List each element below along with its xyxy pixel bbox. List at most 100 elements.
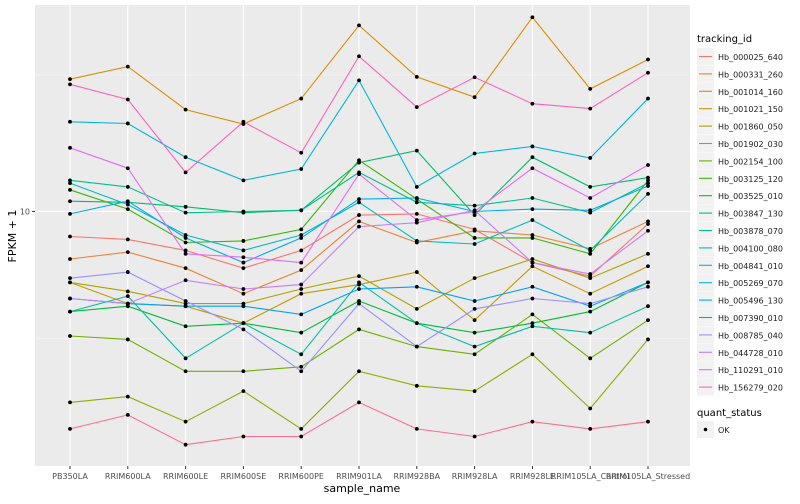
data-point-Hb_003847_130: [588, 185, 593, 189]
data-point-Hb_004841_010: [241, 248, 246, 253]
data-point-Hb_000000_000: [241, 434, 246, 439]
data-point-Hb_000331_260: [472, 228, 477, 233]
data-point-Hb_003878_070: [646, 181, 650, 186]
data-point-Hb_000025_640: [646, 222, 650, 226]
data-point-Hb_000331_260: [357, 219, 361, 224]
data-point-Hb_000000_000: [68, 426, 72, 431]
data-point-Hb_005496_130: [183, 236, 188, 240]
legend-label-Hb_001014_160: Hb_001014_160: [718, 88, 783, 97]
data-point-Hb_004841_010: [530, 218, 535, 222]
data-point-Hb_002154_100: [530, 312, 535, 317]
data-point-Hb_002154_100: [68, 334, 72, 338]
data-point-Hb_008785_040: [299, 369, 304, 374]
x-tick-label: RRIM600LA: [105, 472, 151, 481]
data-point-Hb_004100_080: [472, 344, 477, 349]
data-point-Hb_001021_150: [299, 291, 304, 296]
data-point-Hb_003125_120: [646, 178, 650, 183]
data-point-Hb_000025_640: [125, 237, 130, 242]
data-point-Hb_001021_150: [472, 318, 477, 323]
y-tick-label: 10: [20, 207, 30, 216]
data-point-Hb_005269_070: [183, 155, 188, 160]
data-point-Hb_156279_020: [241, 119, 246, 124]
legend-label-Hb_044728_010: Hb_044728_010: [718, 349, 783, 358]
data-point-Hb_005269_070: [530, 144, 535, 149]
data-point-Hb_001014_160: [357, 23, 361, 28]
data-point-Hb_003847_130: [414, 148, 419, 153]
legend-label-Hb_003847_130: Hb_003847_130: [718, 210, 783, 219]
data-point-Hb_000000_000: [183, 442, 188, 447]
plot-panel: [35, 5, 690, 466]
data-point-Hb_003847_130: [530, 155, 535, 160]
data-point-Hb_001902_030: [646, 337, 650, 342]
data-point-Hb_001860_050: [357, 274, 361, 278]
data-point-Hb_007390_010: [357, 287, 361, 291]
data-point-Hb_001014_160: [414, 74, 419, 79]
data-point-Hb_000331_260: [241, 291, 246, 296]
data-point-Hb_001860_050: [588, 276, 593, 281]
data-point-Hb_156279_020: [299, 150, 304, 155]
data-point-Hb_044728_010: [183, 278, 188, 283]
data-point-Hb_001902_030: [588, 406, 593, 411]
legend-label-Hb_005496_130: Hb_005496_130: [718, 297, 783, 306]
data-point-Hb_007390_010: [414, 284, 419, 289]
data-point-Hb_001860_050: [241, 301, 246, 306]
x-tick-label: RRIM105LA_Stressed: [606, 472, 690, 481]
data-point-Hb_000000_000: [646, 419, 650, 424]
data-point-Hb_001021_150: [588, 291, 593, 296]
legend-label-Hb_004841_010: Hb_004841_010: [718, 262, 783, 271]
data-point-Hb_005269_070: [125, 121, 130, 126]
data-point-Hb_000025_640: [299, 248, 304, 253]
data-point-Hb_044728_010: [588, 272, 593, 276]
data-point-Hb_110291_010: [414, 218, 419, 222]
data-point-Hb_001902_030: [125, 394, 130, 399]
data-point-Hb_007390_010: [183, 304, 188, 309]
data-point-Hb_005269_070: [472, 151, 477, 156]
data-point-Hb_004841_010: [588, 248, 593, 253]
data-point-Hb_003878_070: [241, 209, 246, 214]
legend: tracking_id quant_status OK Hb_000025_64…: [697, 34, 783, 438]
data-point-Hb_001014_160: [183, 107, 188, 112]
data-point-Hb_005269_070: [241, 178, 246, 183]
data-point-Hb_003525_010: [183, 324, 188, 329]
data-point-Hb_008785_040: [68, 276, 72, 281]
data-point-Hb_005269_070: [299, 167, 304, 171]
data-point-Hb_001902_030: [68, 400, 72, 405]
data-point-Hb_156279_020: [646, 70, 650, 75]
data-point-Hb_003525_010: [299, 330, 304, 335]
data-point-Hb_044728_010: [357, 224, 361, 229]
data-point-Hb_110291_010: [241, 255, 246, 260]
data-point-Hb_001902_030: [414, 383, 419, 388]
data-point-Hb_110291_010: [646, 163, 650, 167]
legend-label-Hb_002154_100: Hb_002154_100: [718, 157, 783, 166]
data-point-Hb_008785_040: [183, 299, 188, 303]
data-point-Hb_044728_010: [299, 282, 304, 287]
data-point-Hb_007390_010: [588, 304, 593, 309]
data-point-Hb_044728_010: [646, 228, 650, 233]
data-point-Hb_000025_640: [68, 234, 72, 239]
data-point-Hb_156279_020: [68, 82, 72, 87]
data-point-Hb_004841_010: [646, 191, 650, 196]
data-point-Hb_004841_010: [357, 200, 361, 205]
legend-label-Hb_003878_070: Hb_003878_070: [718, 227, 783, 236]
data-point-Hb_003525_010: [125, 304, 130, 309]
data-point-Hb_000331_260: [125, 250, 130, 255]
data-point-Hb_001014_160: [530, 15, 535, 20]
data-point-Hb_156279_020: [414, 105, 419, 110]
data-point-Hb_003878_070: [125, 185, 130, 189]
data-point-Hb_000000_000: [530, 419, 535, 424]
data-point-Hb_004841_010: [183, 233, 188, 237]
data-point-Hb_005496_130: [241, 260, 246, 265]
data-point-Hb_003878_070: [68, 178, 72, 183]
data-point-Hb_000025_640: [183, 248, 188, 253]
data-point-Hb_004100_080: [414, 321, 419, 326]
data-point-Hb_003125_120: [183, 240, 188, 245]
legend-label-Hb_004100_080: Hb_004100_080: [718, 244, 783, 253]
data-point-Hb_005269_070: [357, 78, 361, 83]
x-tick-label: RRIM928LE: [510, 472, 555, 481]
legend-label-Hb_001021_150: Hb_001021_150: [718, 105, 783, 114]
data-point-Hb_000025_640: [241, 266, 246, 271]
data-point-Hb_001902_030: [472, 389, 477, 393]
data-point-Hb_001902_030: [241, 389, 246, 393]
data-point-Hb_003525_010: [530, 321, 535, 326]
data-point-Hb_008785_040: [472, 306, 477, 311]
